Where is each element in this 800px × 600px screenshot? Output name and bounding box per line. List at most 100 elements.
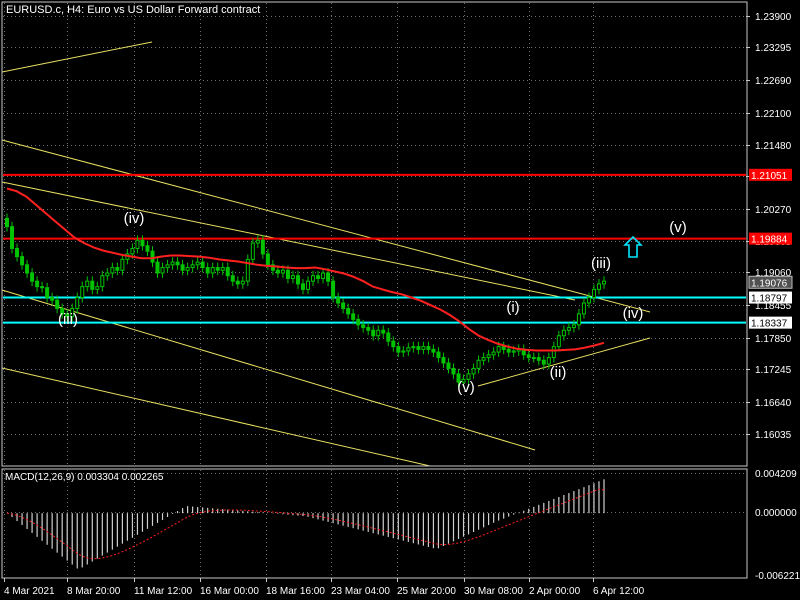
candle-body (145, 245, 150, 252)
candle-body (341, 302, 346, 309)
trendlines[interactable] (1, 41, 651, 467)
time-tick-label: 23 Mar 04:00 (331, 586, 390, 597)
macd-tick-label: 0.000000 (755, 508, 797, 519)
price-tags: 1.21051 1.19884 1.19076 1.18797 1.18337 (748, 168, 793, 330)
candle-body (596, 283, 601, 290)
candle-body (135, 239, 140, 249)
candle-body (245, 258, 250, 282)
trendline[interactable] (1, 367, 431, 467)
candle-body (285, 269, 290, 279)
candle-body (85, 280, 90, 288)
candle-body (45, 287, 50, 299)
candle-body (406, 347, 411, 352)
price-tick-label: 1.22100 (755, 109, 792, 120)
candle-body (35, 280, 40, 288)
candle-body (260, 239, 265, 255)
trendline[interactable] (477, 337, 651, 387)
candle-body (602, 280, 606, 285)
candle-body (591, 288, 596, 299)
time-tick-label: 2 Apr 00:00 (529, 586, 581, 597)
candle-body (451, 367, 456, 375)
price-panel-frame (1, 1, 748, 467)
time-tick-label: 30 Mar 08:00 (464, 586, 523, 597)
candle-body (466, 373, 471, 380)
candle-body (15, 247, 20, 258)
price-tick-label: 1.19060 (755, 268, 792, 279)
candle-body (491, 351, 496, 356)
time-tick-label: 25 Mar 20:00 (397, 586, 456, 597)
candle-body (556, 335, 561, 348)
candle-body (5, 217, 9, 228)
candle-body (416, 346, 421, 350)
candle-body (40, 286, 45, 289)
candle-body (300, 283, 305, 290)
price-tag-label: 1.19884 (751, 235, 788, 246)
moving-average-line (6, 187, 605, 352)
candle-body (195, 261, 200, 266)
candle-body (250, 242, 255, 260)
candle-body (210, 267, 215, 274)
price-tag-label: 1.19076 (751, 278, 788, 289)
price-tag-label: 1.18337 (751, 319, 788, 330)
candle-body (275, 269, 280, 274)
candle-body (536, 357, 541, 361)
candle-body (581, 302, 586, 315)
candle-body (25, 264, 30, 274)
price-panel[interactable]: (iv) (iii) (v) (i) (ii) (iii) (iv) (v) EURUSD.c… (1, 1, 748, 467)
horizontal-levels[interactable] (3, 173, 746, 324)
candle-body (225, 267, 230, 277)
candle-body (546, 357, 551, 365)
candle-body (90, 280, 95, 290)
candle-body (235, 280, 240, 285)
macd-tick-label: 0.004209 (755, 469, 797, 480)
candle-body (476, 359, 481, 369)
candle-body (105, 272, 110, 277)
chart-title: EURUSD.c, H4: Euro vs US Dollar Forward … (6, 4, 260, 16)
trendline[interactable] (1, 41, 153, 73)
candle-body (200, 261, 205, 269)
candle-body (165, 264, 170, 269)
price-tick-label: 1.20270 (755, 205, 792, 216)
price-tick-label: 1.23295 (755, 43, 792, 54)
candle-body (541, 359, 546, 365)
time-axis[interactable]: 4 Mar 2021 8 Mar 20:00 11 Mar 12:00 16 Mar … (4, 578, 645, 597)
candle-body (175, 261, 180, 266)
candle-body (190, 264, 195, 269)
candle-body (130, 247, 135, 255)
candle-body (100, 275, 105, 288)
candle-body (230, 275, 235, 282)
candle-body (115, 267, 120, 271)
candle-body (501, 346, 506, 350)
trendline[interactable] (1, 289, 536, 451)
candle-body (150, 250, 155, 263)
macd-panel[interactable]: MACD(12,26,9) 0.003304 0.002265 (1, 468, 748, 579)
candle-body (50, 297, 55, 301)
candle-body (290, 275, 295, 279)
wave-label: (v) (669, 219, 687, 236)
candle-body (60, 307, 65, 315)
price-tick-label: 1.18455 (755, 301, 792, 312)
time-tick-label: 8 Mar 20:00 (67, 586, 121, 597)
trendline[interactable] (1, 181, 576, 301)
candle-body (270, 264, 275, 271)
candle-body (311, 275, 316, 282)
price-tag (749, 168, 792, 181)
candle-body (160, 267, 165, 274)
price-tick-label: 1.23900 (755, 12, 792, 23)
macd-signal-line (6, 488, 605, 560)
candle-body (10, 226, 15, 249)
wave-label: (ii) (550, 364, 567, 381)
candle-body (326, 272, 331, 282)
candle-body (95, 286, 100, 290)
price-tick-label: 1.21480 (755, 141, 792, 152)
candle-body (401, 350, 406, 353)
wave-label: (v) (457, 379, 475, 396)
trendline[interactable] (1, 139, 651, 313)
candle-body (461, 378, 466, 383)
candle-body (110, 267, 115, 274)
candle-body (361, 324, 366, 329)
wave-label: (iv) (124, 210, 145, 227)
candle-body (411, 346, 416, 349)
